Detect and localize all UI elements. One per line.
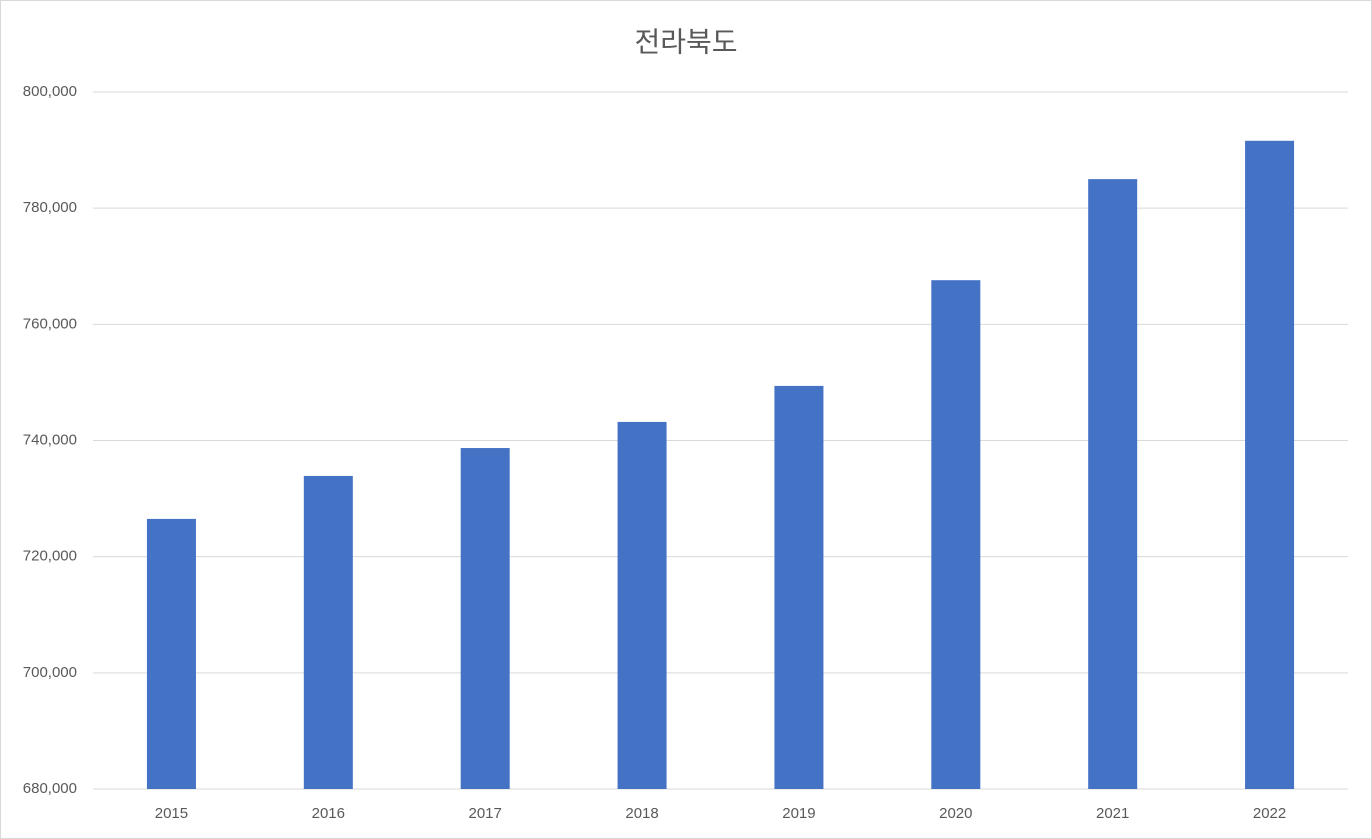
- y-tick-label: 800,000: [23, 83, 77, 100]
- x-tick-label: 2016: [312, 805, 345, 822]
- bar: [617, 421, 667, 789]
- bar: [1245, 140, 1295, 790]
- bar: [774, 385, 824, 789]
- bar: [146, 518, 196, 789]
- x-tick-label: 2019: [782, 805, 815, 822]
- x-tick-label: 2015: [155, 805, 188, 822]
- y-tick-label: 740,000: [23, 431, 77, 448]
- chart-title: 전라북도: [634, 26, 737, 57]
- y-tick-label: 700,000: [23, 664, 77, 681]
- bar: [931, 280, 981, 789]
- bar: [460, 448, 510, 789]
- x-tick-label: 2020: [939, 805, 972, 822]
- x-tick-label: 2022: [1253, 805, 1286, 822]
- y-tick-label: 760,000: [23, 315, 77, 332]
- bar: [1088, 179, 1138, 789]
- y-tick-label: 680,000: [23, 780, 77, 797]
- x-tick-label: 2018: [625, 805, 658, 822]
- x-tick-label: 2017: [469, 805, 502, 822]
- bar: [303, 475, 353, 789]
- y-tick-label: 780,000: [23, 199, 77, 216]
- x-tick-label: 2021: [1096, 805, 1129, 822]
- y-tick-label: 720,000: [23, 548, 77, 565]
